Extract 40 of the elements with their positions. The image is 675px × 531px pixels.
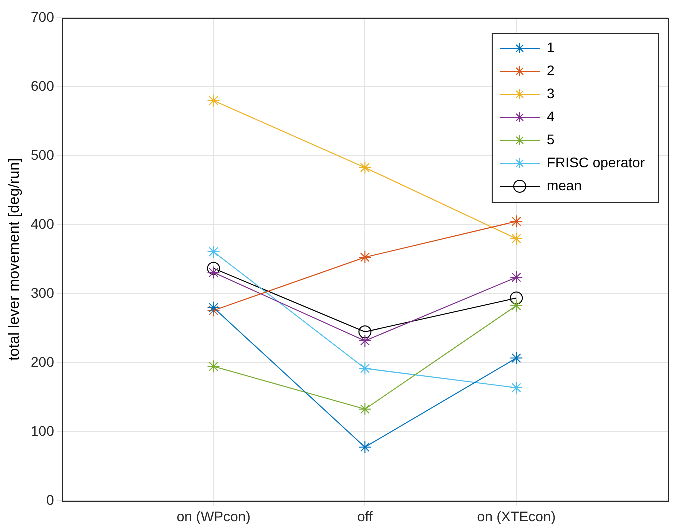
point — [358, 161, 372, 174]
y-tick-label: 500 — [31, 146, 55, 163]
y-tick-label: 700 — [31, 8, 55, 25]
x-tick-label: on (XTEcon) — [477, 508, 556, 524]
legend-label: FRISC operator — [546, 154, 646, 170]
point — [358, 251, 372, 264]
point — [510, 352, 524, 365]
point — [207, 266, 220, 280]
point — [510, 232, 524, 246]
point — [510, 299, 524, 312]
legend-label: 4 — [546, 108, 555, 124]
point — [510, 292, 524, 305]
point — [510, 381, 524, 394]
y-axis-title: total lever movement [deg/run] — [6, 158, 24, 361]
legend-label: mean — [546, 177, 582, 194]
legend-label: 3 — [546, 85, 555, 102]
point — [207, 262, 220, 276]
point — [358, 440, 372, 454]
y-tick-label: 200 — [31, 354, 55, 370]
point — [207, 301, 220, 314]
legend-label: 2 — [546, 62, 555, 78]
point — [207, 304, 220, 318]
point — [358, 362, 372, 376]
point — [207, 360, 220, 374]
point — [358, 402, 372, 416]
x-tick-label: on (WPcon) — [176, 508, 251, 524]
y-tick-label: 100 — [31, 423, 55, 440]
point — [207, 94, 220, 108]
y-tick-label: 0 — [46, 492, 55, 508]
point — [358, 334, 372, 348]
x-tick-label: off — [358, 508, 373, 524]
point — [358, 326, 372, 339]
y-tick-label: 300 — [31, 284, 55, 301]
legend-label: 5 — [546, 131, 555, 148]
y-tick-label: 400 — [31, 216, 55, 232]
point — [207, 246, 220, 259]
point — [510, 271, 524, 284]
point — [510, 215, 524, 228]
legend-label: 1 — [546, 39, 555, 56]
y-tick-label: 600 — [31, 78, 55, 94]
